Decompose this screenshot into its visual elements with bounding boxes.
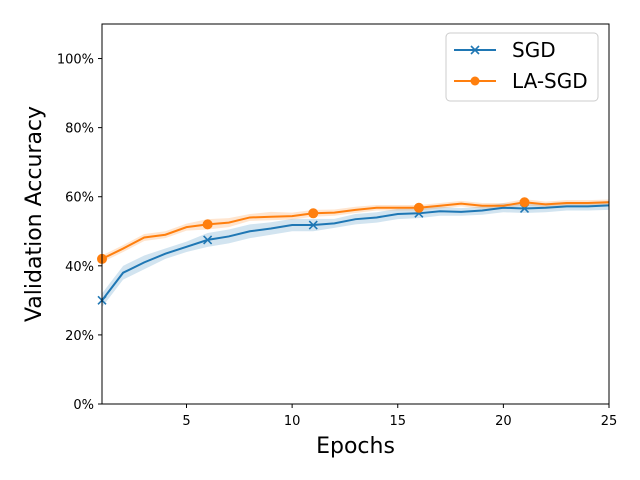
point-la-sgd [202, 219, 213, 230]
point-sgd-stroke [308, 220, 318, 230]
y-tick-label: 80% [65, 122, 94, 137]
legend: SGD LA-SGD [445, 32, 599, 102]
y-tick-label: 20% [65, 329, 94, 344]
y-tick-label: 0% [73, 398, 94, 413]
x-axis-ticks: 5 10 15 20 25 [182, 404, 617, 429]
point-la-sgd [413, 202, 424, 213]
point-sgd [203, 235, 213, 245]
confidence-bands [102, 199, 609, 308]
band-sgd [102, 200, 609, 308]
legend-marker-sgd [470, 45, 480, 55]
x-tick-label: 15 [389, 414, 406, 429]
band-la-sgd [102, 199, 609, 263]
plot-frame [101, 23, 610, 405]
x-tick-label: 10 [284, 414, 301, 429]
y-tick-label: 40% [65, 260, 94, 275]
legend-label-sgd: SGD [512, 38, 556, 62]
x-tick-label: 5 [182, 414, 190, 429]
point-sgd-stroke [203, 235, 213, 245]
legend-label-la-sgd: LA-SGD [512, 69, 588, 93]
legend-marker-la-sgd [470, 76, 480, 86]
x-axis-label: Epochs [316, 434, 395, 459]
x-tick-label: 20 [495, 414, 512, 429]
x-tick-label: 25 [601, 414, 618, 429]
series-markers [97, 197, 530, 305]
point-la-sgd [519, 197, 530, 208]
point-sgd [308, 220, 318, 230]
y-axis-label: Validation Accuracy [22, 106, 47, 322]
y-axis-ticks: 0% 20% 40% 60% 80% 100% [57, 53, 102, 413]
point-la-sgd [308, 208, 319, 219]
y-tick-label: 60% [65, 191, 94, 206]
y-tick-label: 100% [57, 53, 94, 68]
